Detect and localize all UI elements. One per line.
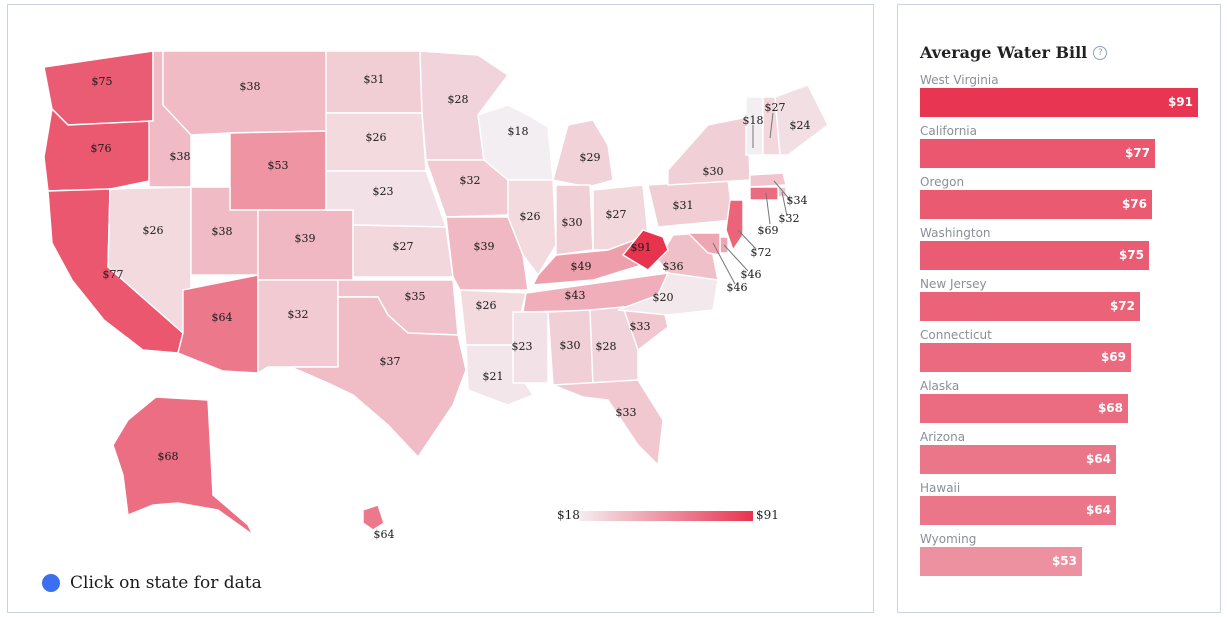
state-sd[interactable] (325, 112, 427, 172)
state-value-label-ri: $32 (779, 212, 800, 225)
state-wv[interactable] (621, 229, 669, 271)
leader-line-ct (765, 192, 771, 225)
state-nd[interactable] (325, 50, 423, 114)
bar-chart-title-text: Average Water Bill (920, 43, 1088, 62)
state-wy[interactable] (229, 130, 327, 211)
bar-category-label: West Virginia (920, 73, 999, 87)
bar[interactable]: $64 (920, 496, 1116, 525)
hint-text: Click on state for data (70, 573, 262, 593)
state-fl[interactable] (552, 379, 664, 467)
state-az[interactable] (177, 274, 259, 374)
bar[interactable]: $76 (920, 190, 1152, 219)
legend-gradient-bar (579, 511, 753, 521)
bar-row[interactable]: West Virginia $91 (920, 73, 1210, 124)
leader-line-md (712, 242, 736, 285)
bar-row[interactable]: Arizona $64 (920, 430, 1210, 481)
legend-min-label: $18 (557, 508, 580, 522)
map-panel: $75 $76 $77 $38 $26 $38 $53 $38 $64 $39 $32 $31 $26 $… (7, 4, 874, 613)
bar-category-label: New Jersey (920, 277, 987, 291)
bar-row[interactable]: Oregon $76 (920, 175, 1210, 226)
state-co[interactable] (257, 209, 354, 281)
state-ks[interactable] (352, 224, 454, 278)
bar-value-label: $68 (1097, 401, 1123, 415)
bar-category-label: Wyoming (920, 532, 977, 546)
bar-row[interactable]: Alaska $68 (920, 379, 1210, 430)
leader-line-ri (781, 191, 788, 217)
bar[interactable]: $64 (920, 445, 1116, 474)
bar[interactable]: $69 (920, 343, 1131, 372)
state-ct[interactable] (749, 186, 779, 201)
bar-value-label: $77 (1124, 146, 1150, 160)
legend-max-label: $91 (756, 508, 779, 522)
bar-value-label: $76 (1121, 197, 1147, 211)
state-value-label-ct: $69 (758, 224, 779, 237)
state-ny[interactable] (667, 116, 751, 186)
bar[interactable]: $72 (920, 292, 1140, 321)
bar-row[interactable]: California $77 (920, 124, 1210, 175)
bar-chart-panel: Average Water Bill ? West Virginia $91 Cal… (897, 4, 1221, 613)
bar[interactable]: $53 (920, 547, 1082, 576)
bar-row[interactable]: Connecticut $69 (920, 328, 1210, 379)
state-value-label-md: $46 (727, 281, 748, 294)
state-ga[interactable] (589, 306, 639, 386)
bar-row[interactable]: Hawaii $64 (920, 481, 1210, 532)
state-in[interactable] (555, 184, 594, 256)
state-value-label-ma: $34 (787, 194, 808, 207)
question-circle-icon[interactable]: ? (1093, 45, 1108, 60)
state-vt[interactable] (745, 96, 764, 156)
state-value-label-de: $46 (741, 268, 762, 281)
bar[interactable]: $68 (920, 394, 1128, 423)
state-value-label-nj: $72 (751, 246, 772, 259)
state-pa[interactable] (647, 179, 734, 228)
state-tx[interactable] (290, 296, 467, 459)
state-ms[interactable] (512, 311, 549, 384)
state-or[interactable] (43, 107, 154, 192)
bar-value-label: $69 (1100, 350, 1126, 364)
state-hi[interactable] (362, 504, 385, 531)
state-value-label-hi: $64 (374, 528, 395, 541)
bar[interactable]: $77 (920, 139, 1155, 168)
bar-chart-title: Average Water Bill ? (920, 43, 1108, 62)
bar-category-label: Alaska (920, 379, 960, 393)
bar-value-label: $64 (1085, 452, 1111, 466)
bar-value-label: $91 (1167, 95, 1193, 109)
state-nj[interactable] (725, 199, 744, 252)
state-wi[interactable] (477, 104, 554, 181)
state-nm[interactable] (257, 279, 339, 375)
leader-line-nh (769, 112, 774, 139)
state-mi[interactable] (552, 119, 614, 188)
leader-line-ma (773, 180, 792, 202)
blue-dot-icon (42, 574, 60, 592)
bar-value-label: $64 (1085, 503, 1111, 517)
bar-value-label: $75 (1118, 248, 1144, 262)
leader-line-de (723, 244, 749, 272)
bar-value-label: $53 (1051, 554, 1077, 568)
bar-category-label: California (920, 124, 977, 138)
bar-row[interactable]: New Jersey $72 (920, 277, 1210, 328)
bar-row[interactable]: Washington $75 (920, 226, 1210, 277)
click-hint: Click on state for data (42, 573, 262, 593)
bar-category-label: Hawaii (920, 481, 961, 495)
bar-value-label: $72 (1109, 299, 1135, 313)
bar-category-label: Connecticut (920, 328, 992, 342)
bar[interactable]: $75 (920, 241, 1149, 270)
bar-category-label: Oregon (920, 175, 965, 189)
bar[interactable]: $91 (920, 88, 1198, 117)
bar-category-label: Arizona (920, 430, 966, 444)
state-ak[interactable] (112, 396, 254, 536)
state-al[interactable] (547, 309, 594, 386)
state-me[interactable] (774, 84, 829, 156)
state-mt[interactable] (162, 50, 327, 136)
state-wa[interactable] (43, 50, 154, 126)
state-ma[interactable] (749, 172, 787, 188)
leader-line-nj (737, 229, 757, 250)
bar-row[interactable]: Wyoming $53 (920, 532, 1210, 583)
bar-category-label: Washington (920, 226, 991, 240)
